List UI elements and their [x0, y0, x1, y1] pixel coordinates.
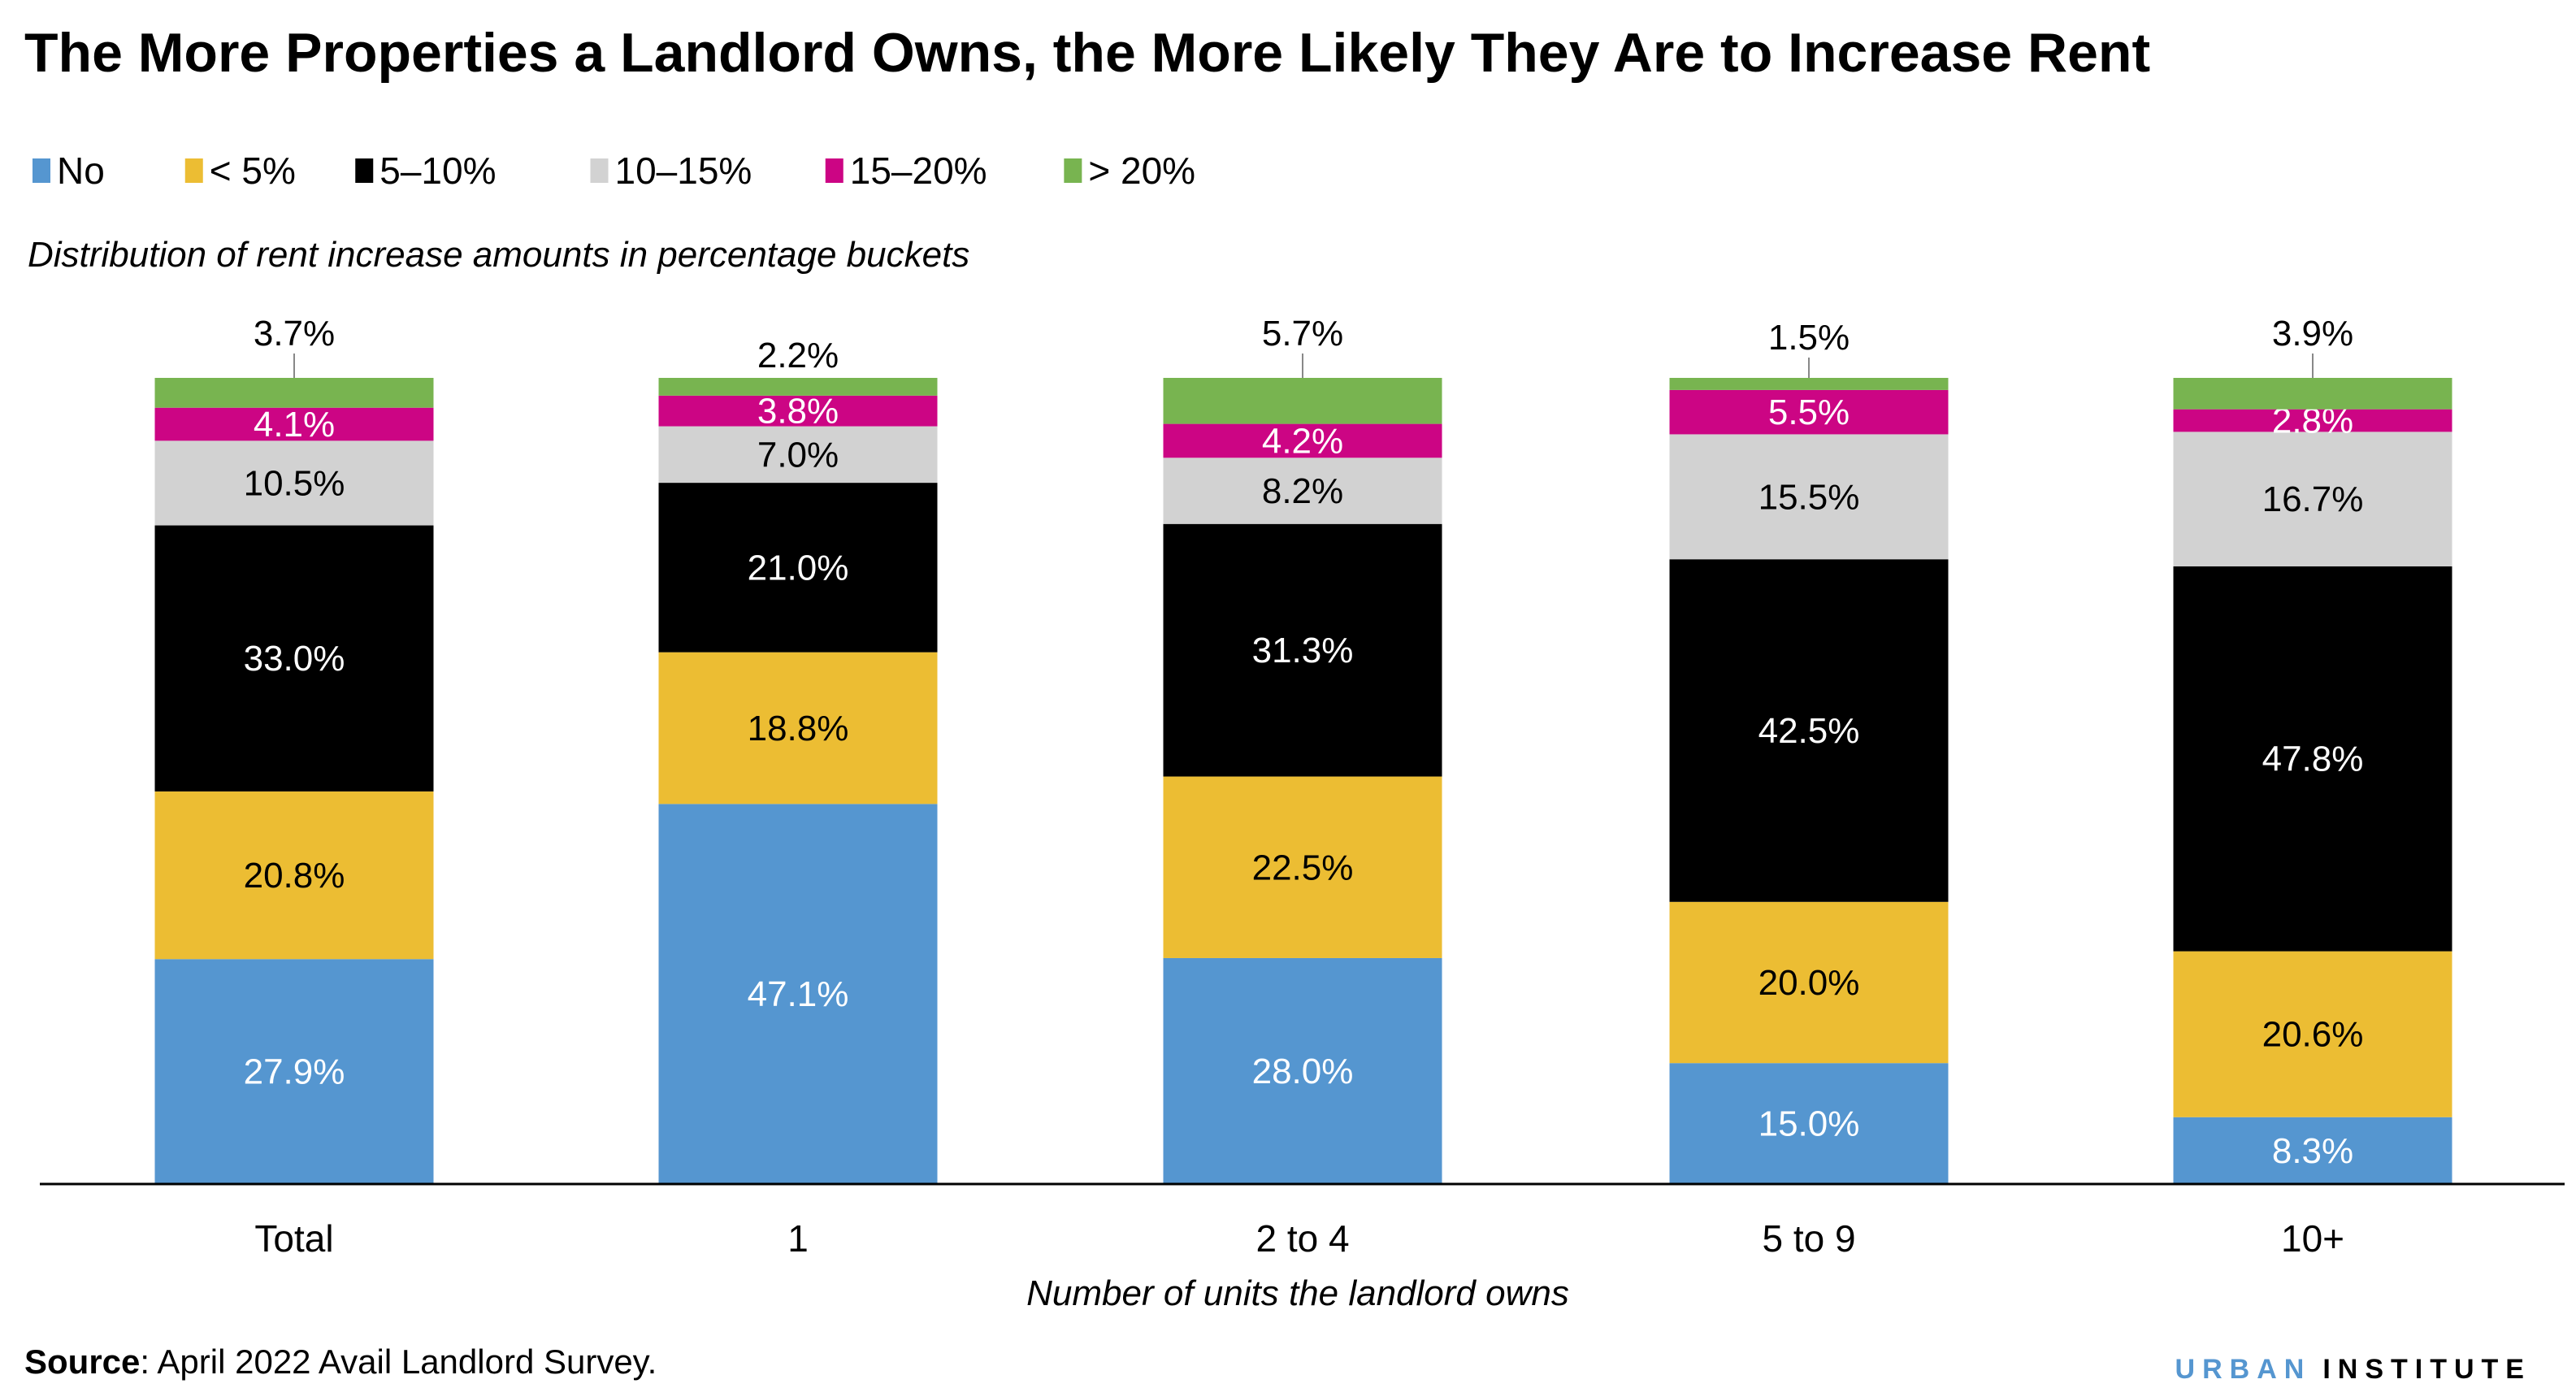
bar-stack: 8.3%20.6%47.8%16.7%2.8%3.9% — [2173, 314, 2452, 1184]
bar-segment — [154, 525, 434, 792]
data-label: 8.3% — [2272, 1131, 2353, 1171]
x-axis-title: Number of units the landlord owns — [1026, 1273, 1569, 1313]
bar-segment — [1163, 423, 1442, 458]
data-label: 47.8% — [2262, 740, 2364, 779]
bar-segment — [658, 652, 938, 805]
bar-segment — [2173, 409, 2452, 432]
data-label: 27.9% — [244, 1052, 345, 1092]
x-tick-label: 1 — [787, 1217, 809, 1260]
legend-swatch — [355, 158, 374, 183]
logo-institute: INSTITUTE — [2322, 1354, 2531, 1385]
data-label: 22.5% — [1252, 848, 1354, 887]
bar-segment — [2173, 566, 2452, 952]
bar-segment — [1669, 559, 1949, 902]
legend-label: 10–15% — [615, 150, 752, 192]
data-label: 3.7% — [254, 314, 335, 354]
bar-segment — [1669, 434, 1949, 560]
bars: 27.9% 20.8% 33.0% 10.5% 4.1% 3.7% 47.1% 18.8% 21… — [154, 314, 2452, 1184]
bar-segment — [658, 804, 938, 1184]
data-label: 20.8% — [244, 856, 345, 896]
data-label: 42.5% — [1759, 711, 1860, 751]
data-label: 28.0% — [1252, 1052, 1354, 1091]
bar-segment — [1669, 1063, 1949, 1184]
legend-swatch — [184, 158, 203, 183]
bar-segment — [2173, 1117, 2452, 1184]
data-label: 10.5% — [244, 463, 345, 503]
bar-segment — [1163, 776, 1442, 958]
bar-segment — [658, 378, 938, 396]
bar-segment — [154, 440, 434, 526]
legend-label: > 20% — [1088, 150, 1195, 192]
data-label: 4.1% — [254, 405, 335, 445]
bar-stack: 27.9% 20.8% 33.0% 10.5% 4.1% 3.7% — [154, 314, 434, 1184]
data-label: 18.8% — [748, 709, 849, 748]
bar-segment — [1163, 378, 1442, 424]
source-label: Source — [24, 1342, 140, 1381]
bar-segment — [1163, 957, 1442, 1184]
data-label: 3.9% — [2272, 314, 2353, 354]
data-label: 21.0% — [748, 548, 849, 588]
bar-segment — [2173, 378, 2452, 410]
legend-label: 15–20% — [850, 150, 987, 192]
data-label: 16.7% — [2262, 479, 2364, 519]
legend-label: < 5% — [210, 150, 296, 192]
bar-segment — [1669, 378, 1949, 390]
data-label: 7.0% — [757, 435, 839, 475]
x-tick-label: 5 to 9 — [1762, 1217, 1855, 1260]
data-label: 1.5% — [1768, 318, 1850, 358]
data-label: 33.0% — [244, 639, 345, 679]
bar-segment — [154, 378, 434, 408]
bar-segment — [1163, 523, 1442, 777]
source-text: : April 2022 Avail Landlord Survey. — [140, 1342, 657, 1381]
bar-segment — [658, 426, 938, 484]
urban-institute-logo: URBAN INSTITUTE — [2175, 1354, 2531, 1385]
bar-segment — [154, 407, 434, 441]
bar-segment — [154, 959, 434, 1184]
bar-segment — [1669, 389, 1949, 435]
legend-label: 5–10% — [379, 150, 496, 192]
bar-segment — [1163, 458, 1442, 524]
chart-title: The More Properties a Landlord Owns, the… — [24, 22, 2150, 84]
data-label: 47.1% — [748, 974, 849, 1014]
bar-segment — [658, 483, 938, 653]
x-tick-label: 10+ — [2281, 1217, 2344, 1260]
bar-segment — [2173, 432, 2452, 566]
data-label: 20.6% — [2262, 1015, 2364, 1055]
source-note: Source: April 2022 Avail Landlord Survey… — [24, 1342, 657, 1381]
bar-stack: 28.0% 22.5% 31.3% 8.2% 4.2% 5.7% — [1163, 314, 1442, 1184]
logo-urban: URBAN — [2175, 1354, 2312, 1385]
data-label: 20.0% — [1759, 963, 1860, 1003]
legend-swatch — [33, 158, 50, 183]
bar-stack: 15.0% 20.0% 42.5% 15.5% 5.5% 1.5% — [1669, 318, 1949, 1184]
chart-subtitle: Distribution of rent increase amounts in… — [28, 235, 969, 275]
legend-swatch — [825, 158, 843, 183]
bar-segment — [658, 395, 938, 427]
x-tick-label: Total — [254, 1217, 333, 1260]
x-tick-labels: Total 1 2 to 4 5 to 9 10+ — [254, 1217, 2344, 1260]
legend-swatch — [590, 158, 609, 183]
bar-segment — [1669, 901, 1949, 1064]
legend: No < 5% 5–10% 10–15% 15–20% > 20% — [33, 150, 1195, 192]
data-label: 5.7% — [1262, 314, 1343, 354]
legend-swatch — [1064, 158, 1082, 183]
legend-label: No — [57, 150, 105, 192]
bar-segment — [2173, 951, 2452, 1117]
bar-segment — [154, 791, 434, 960]
data-label: 4.2% — [1262, 421, 1343, 461]
data-label: 31.3% — [1252, 631, 1354, 670]
data-label: 3.8% — [757, 392, 839, 432]
data-label: 15.5% — [1759, 477, 1860, 517]
data-label: 5.5% — [1768, 393, 1850, 432]
x-tick-label: 2 to 4 — [1255, 1217, 1349, 1260]
data-label: 2.2% — [757, 336, 839, 375]
bar-stack: 47.1% 18.8% 21.0% 7.0%3.8% 2.2% — [658, 336, 938, 1184]
data-label: 15.0% — [1759, 1104, 1860, 1144]
data-label: 8.2% — [1262, 471, 1343, 511]
